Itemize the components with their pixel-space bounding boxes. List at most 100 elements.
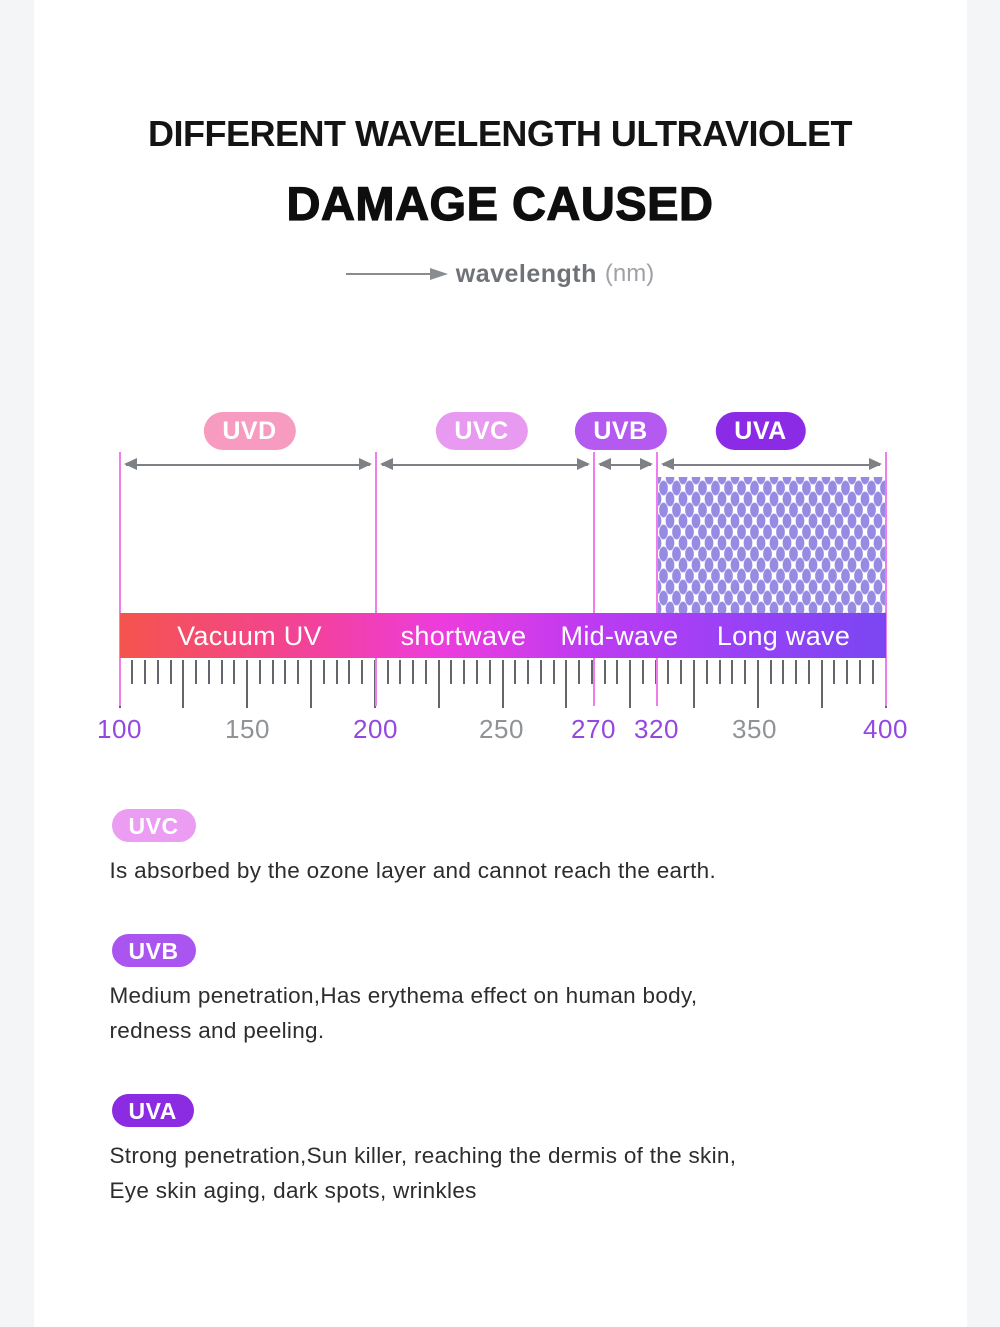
ruler-tick: [795, 660, 798, 684]
ruler-tick: [539, 660, 542, 684]
bar-segment-label-mid-wave: Mid-wave: [560, 621, 679, 651]
wavelength-axis-caption: wavelength (nm): [34, 258, 967, 290]
uv-badge-uva: UVA: [715, 412, 806, 450]
section-badge-uvb: UVB: [111, 934, 196, 967]
ruler-tick: [463, 660, 466, 684]
ruler-tick: [552, 660, 555, 684]
ruler-tick: [169, 660, 172, 684]
uv-badge-uvd: UVD: [203, 412, 296, 450]
section-text-line: Strong penetration,Sun killer, reaching …: [109, 1143, 737, 1168]
ruler-tick: [386, 660, 389, 684]
right-arrow-icon: [345, 268, 448, 280]
section-uva: UVA Strong penetration,Sun killer, reachi…: [34, 1091, 967, 1208]
axis-label: wavelength: [455, 259, 597, 288]
scale-number-320: 320: [634, 714, 679, 744]
uv-badge-uvb: UVB: [574, 412, 667, 450]
ruler-tick: [501, 660, 504, 708]
ruler-tick: [450, 660, 453, 684]
ruler-tick: [731, 660, 734, 684]
scale-number-250: 250: [479, 714, 524, 744]
ruler-tick: [437, 660, 440, 708]
section-text-uvb: Medium penetration,Has erythema effect o…: [34, 978, 967, 1048]
ruler-tick: [335, 660, 338, 684]
scale-number-150: 150: [225, 714, 270, 744]
ruler-tick: [629, 660, 632, 708]
uv-badge-uvc: UVC: [435, 412, 528, 450]
ruler-tick: [131, 660, 134, 684]
ruler-tick: [680, 660, 683, 684]
marker-line-2: [592, 452, 595, 706]
ruler-tick: [348, 660, 351, 684]
ruler-tick: [424, 660, 427, 684]
ruler-tick: [846, 660, 849, 684]
ruler-tick: [578, 660, 581, 684]
ruler-tick: [361, 660, 364, 684]
ruler-tick: [246, 660, 249, 708]
ruler-tick: [284, 660, 287, 684]
page-title-line1: DIFFERENT WAVELENGTH ULTRAVIOLET: [148, 113, 852, 154]
ruler-tick: [527, 660, 530, 684]
range-arrow-uva: [660, 458, 882, 470]
ruler-tick: [744, 660, 747, 684]
section-text-uva: Strong penetration,Sun killer, reaching …: [34, 1138, 967, 1208]
section-text-uvc: Is absorbed by the ozone layer and canno…: [34, 853, 967, 888]
ruler-tick: [705, 660, 708, 684]
ruler-tick: [144, 660, 147, 684]
ruler-tick: [590, 660, 593, 684]
section-text-line: Eye skin aging, dark spots, wrinkles: [109, 1178, 477, 1203]
section-text-line: Medium penetration,Has erythema effect o…: [109, 983, 698, 1008]
ruler-tick: [833, 660, 836, 684]
spectrum-gradient-bar: Vacuum UV shortwave Mid-wave Long wave: [119, 613, 886, 658]
ruler-tick: [412, 660, 415, 684]
scale-number-400: 400: [863, 714, 908, 744]
ruler-tick: [399, 660, 402, 684]
ruler-tick: [207, 660, 210, 684]
axis-unit: (nm): [604, 260, 655, 287]
ruler-tick: [693, 660, 695, 708]
ruler-tick: [820, 660, 823, 708]
ruler-tick: [258, 660, 261, 684]
uva-hatch-area: [656, 477, 886, 613]
range-arrow-uvc: [379, 458, 590, 470]
marker-line-0: [118, 452, 121, 706]
ruler-tick: [271, 660, 274, 684]
ruler-tick: [641, 660, 644, 684]
marker-line-4: [884, 452, 887, 706]
ruler-tick: [182, 660, 185, 708]
section-uvc: UVC Is absorbed by the ozone layer and ca…: [34, 806, 967, 888]
marker-line-1: [374, 452, 377, 706]
page-title-line2: DAMAGE CAUSED: [286, 176, 714, 230]
ruler-tick: [782, 660, 785, 684]
ruler-tick: [667, 660, 670, 684]
bar-segment-label-long-wave: Long wave: [716, 621, 851, 651]
ruler-tick: [488, 660, 491, 684]
ruler-tick: [756, 660, 759, 708]
ruler-tick: [718, 660, 721, 684]
ruler-tick: [475, 660, 478, 684]
ruler-tick: [514, 660, 517, 684]
bar-segment-label-vacuum-uv: Vacuum UV: [177, 621, 322, 651]
ruler-tick: [233, 660, 236, 684]
uv-spectrum-diagram: UVD UVC UVB UVA Vacuum UV shortwave Mid-wave L…: [34, 400, 967, 770]
section-uvb: UVB Medium penetration,Has erythema effec…: [34, 931, 967, 1048]
range-arrow-uvd: [123, 458, 372, 470]
ruler-tick: [156, 660, 159, 684]
ruler-ticks: [118, 658, 887, 710]
ruler-tick: [603, 660, 606, 684]
ruler-tick: [310, 660, 312, 708]
ruler-tick: [769, 660, 772, 684]
ruler-tick: [807, 660, 810, 684]
section-badge-uva: UVA: [111, 1094, 194, 1127]
marker-line-3: [655, 452, 658, 706]
range-arrow-uvb: [597, 458, 653, 470]
scale-number-100: 100: [97, 714, 142, 744]
scale-number-200: 200: [353, 714, 398, 744]
section-badge-uvc: UVC: [111, 809, 196, 842]
ruler-tick: [220, 660, 223, 684]
infographic-card: DIFFERENT WAVELENGTH ULTRAVIOLET DAMAGE …: [33, 0, 967, 1327]
ruler-tick: [858, 660, 861, 684]
ruler-tick: [616, 660, 619, 684]
section-text-line: redness and peeling.: [109, 1018, 325, 1043]
section-text-line: Is absorbed by the ozone layer and canno…: [109, 858, 717, 883]
ruler-tick: [322, 660, 325, 684]
